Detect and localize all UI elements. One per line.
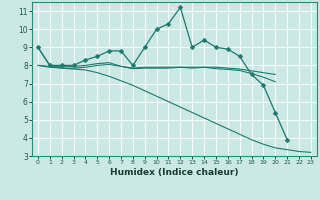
X-axis label: Humidex (Indice chaleur): Humidex (Indice chaleur) xyxy=(110,168,239,177)
